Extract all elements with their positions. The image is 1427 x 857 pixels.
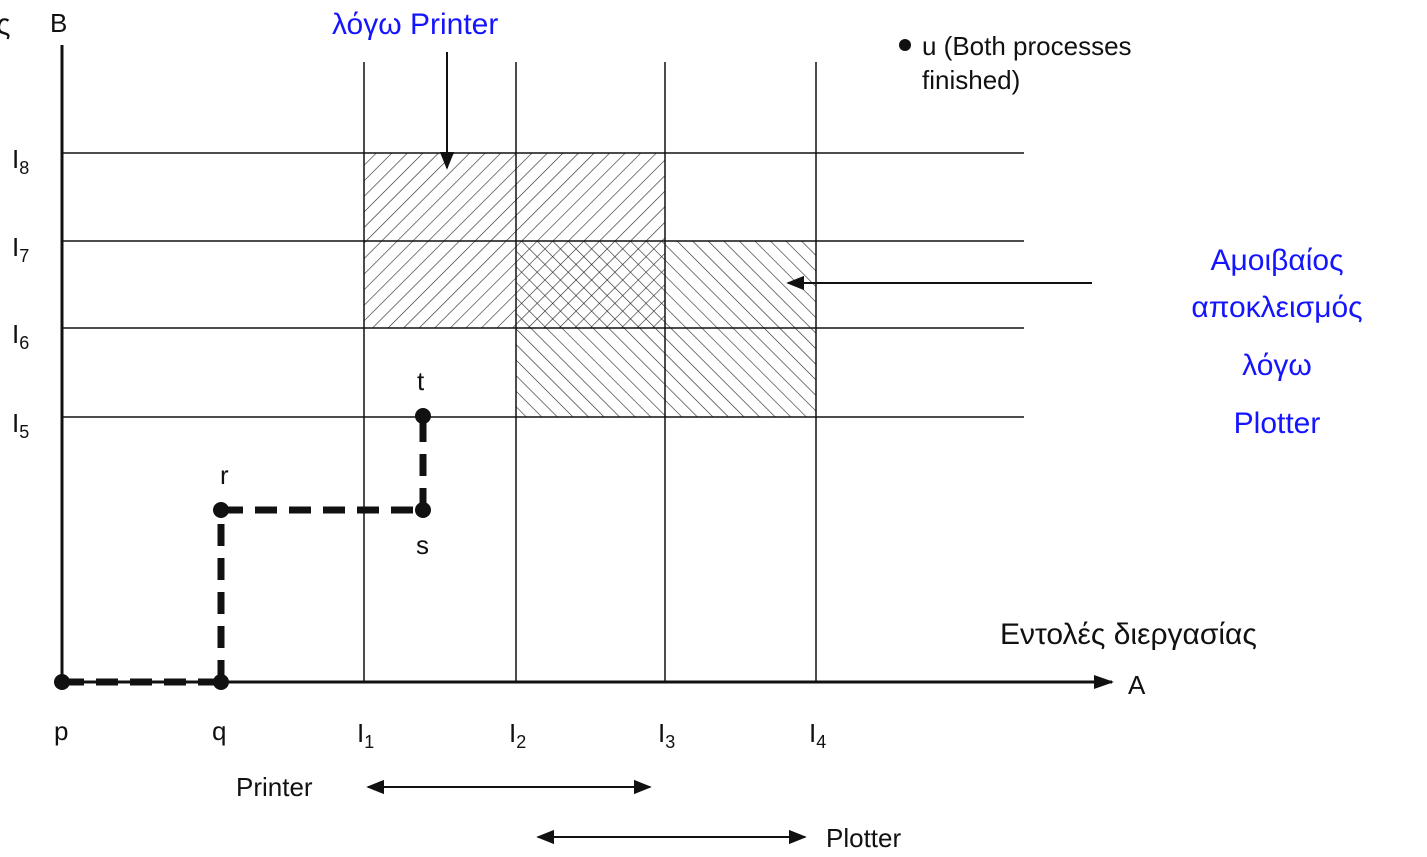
y-axis-label: B (50, 8, 67, 38)
plotter-annotation-line-2: αποκλεισμός (1191, 291, 1362, 324)
plotter-exclusion-annotation: Αμοιβαίος αποκλεισμός λόγω Plotter (1191, 244, 1362, 440)
legend-line-2: finished) (922, 65, 1020, 95)
point-s (415, 502, 431, 518)
plotter-exclusion-region (516, 241, 816, 417)
grid-lines (62, 62, 1024, 682)
trajectory-path (62, 416, 427, 686)
x-tick-i3: I3 (658, 718, 675, 752)
x-tick-labels: I1 I2 I3 I4 (357, 718, 826, 752)
point-p-label: p (54, 716, 68, 746)
x-axis-arrow-icon (1094, 675, 1114, 689)
y-tick-i6: I6 (12, 319, 29, 353)
plotter-annotation-line-1: Αμοιβαίος (1210, 244, 1343, 277)
point-q-label: q (212, 716, 226, 746)
y-tick-i7: I7 (12, 232, 29, 266)
point-t (415, 408, 431, 424)
point-t-label: t (417, 366, 425, 396)
plotter-range-label: Plotter (826, 823, 901, 853)
x-tick-i1: I1 (357, 718, 374, 752)
x-tick-i2: I2 (509, 718, 526, 752)
point-p (54, 674, 70, 690)
plotter-annotation-line-4: Plotter (1234, 407, 1321, 440)
point-r-label: r (220, 460, 229, 490)
point-r (213, 502, 229, 518)
point-s-label: s (416, 530, 429, 560)
y-tick-i8: I8 (12, 144, 29, 178)
x-tick-i4: I4 (809, 718, 826, 752)
plotter-annotation-line-3: λόγω (1242, 349, 1312, 382)
legend-u: u (Both processes finished) (899, 31, 1132, 95)
point-q (213, 674, 229, 690)
legend-bullet-icon (899, 39, 911, 51)
y-tick-labels: I8 I7 I6 I5 (12, 144, 29, 442)
cut-off-text: ς (0, 8, 10, 41)
x-axis-caption: Εντολές διεργασίας (1000, 618, 1257, 651)
x-axis-label: A (1128, 670, 1146, 700)
legend-line-1: u (Both processes (922, 31, 1132, 61)
y-tick-i5: I5 (12, 408, 29, 442)
printer-range-label: Printer (236, 772, 313, 802)
trajectory-points (54, 408, 431, 690)
printer-exclusion-annotation: λόγω Printer (332, 8, 498, 41)
